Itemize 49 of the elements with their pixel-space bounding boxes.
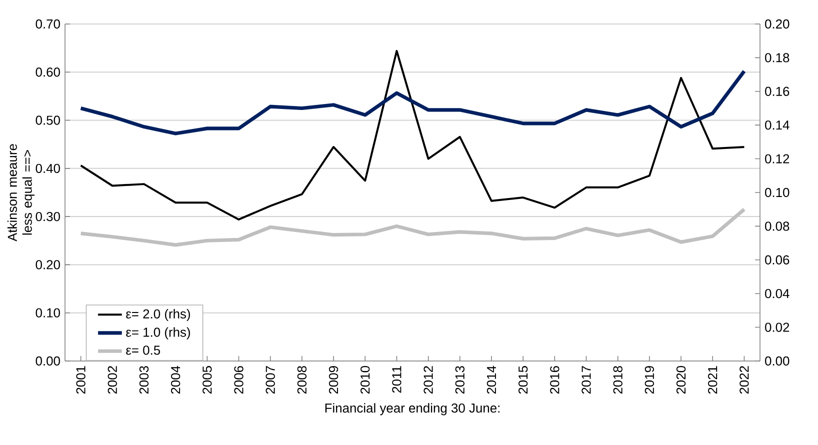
x-tick-label: 2001 [76,366,86,394]
x-tick-label: 2022 [740,366,749,394]
x-axis-title: Financial year ending 30 June: [325,403,500,416]
x-tick-label: 2003 [139,366,149,394]
x-tick-label: 2006 [234,366,244,394]
y2-tick-label: 0.10 [765,188,790,198]
line-series [80,50,746,220]
y-tick-label: 0.00 [36,356,60,366]
legend-label: ε= 0.5 [126,346,160,355]
y-tick-label: 0.10 [36,308,60,318]
x-tick-label: 2020 [676,366,686,394]
y-tick-label: 0.40 [36,164,60,173]
y2-tick-label: 0.02 [765,322,790,332]
x-tick-label: 2016 [550,366,560,394]
x-tick-label: 2019 [644,366,654,394]
y-axis-title: Atkinson meaure less equal ==> [7,144,34,242]
x-tick-label: 2018 [613,366,622,394]
x-tick-label: 2010 [360,366,370,394]
x-tick-label: 2021 [708,366,718,394]
legend-label: ε= 2.0 (rhs) [126,308,190,322]
y2-tick-label: 0.08 [765,222,790,231]
line-series [79,208,746,247]
legend-label: ε= 1.0 (rhs) [126,327,190,340]
x-tick-label: 2011 [392,366,402,393]
y2-tick-label: 0.12 [765,154,790,164]
line-series [79,69,746,136]
y2-tick-label: 0.20 [765,19,790,29]
y2-tick-label: 0.00 [765,356,790,366]
x-tick-label: 2014 [486,366,496,394]
y2-tick-label: 0.18 [765,53,790,62]
x-tick-label: 2005 [202,366,212,394]
y2-tick-label: 0.14 [765,120,790,130]
y2-tick-label: 0.16 [765,86,790,96]
x-tick-label: 2017 [582,366,591,394]
y2-tick-label: 0.06 [765,255,790,264]
x-tick-label: 2013 [455,366,464,394]
y-tick-label: 0.50 [36,116,60,125]
x-tick-label: 2008 [297,366,307,394]
y-tick-label: 0.20 [36,260,60,270]
y-tick-label: 0.60 [36,68,60,77]
x-tick-label: 2007 [266,366,275,394]
y-tick-label: 0.30 [36,212,60,222]
y2-tick-label: 0.04 [765,288,790,298]
x-tick-label: 2012 [424,366,433,394]
x-tick-label: 2015 [518,366,528,394]
x-tick-label: 2002 [108,366,117,394]
y-tick-label: 0.70 [36,19,60,29]
x-tick-label: 2009 [328,366,338,394]
x-tick-label: 2004 [170,366,180,394]
